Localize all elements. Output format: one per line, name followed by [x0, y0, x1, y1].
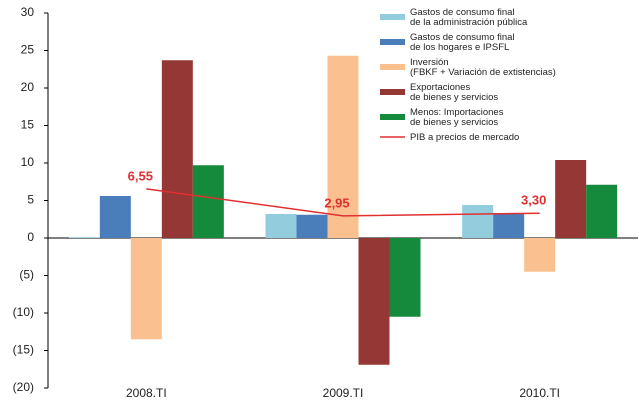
y-tick-label: 15 [21, 118, 35, 132]
x-tick-label: 2010.TI [519, 386, 560, 400]
legend-label: Exportaciones de bienes y servicios [410, 82, 498, 103]
bar [358, 238, 390, 365]
legend-label: Menos: Importaciones de bienes y servicio… [410, 107, 504, 128]
y-tick-label: 0 [27, 230, 34, 244]
bar [68, 237, 100, 238]
legend-label: Gastos de consumo final de la administrac… [410, 7, 528, 28]
bar [586, 184, 618, 238]
line [146, 188, 540, 217]
y-tick-label: 20 [21, 80, 35, 94]
data-label: 2,95 [324, 195, 349, 210]
y-tick-label: 25 [21, 43, 35, 57]
data-label: 6,55 [128, 168, 153, 183]
bar [493, 213, 525, 238]
bar [99, 196, 131, 238]
legend-swatch [380, 64, 405, 70]
bar [389, 238, 421, 317]
y-tick-label: (10) [13, 305, 34, 319]
legend-swatch [380, 39, 405, 45]
y-tick-label: (15) [13, 343, 34, 357]
data-label: 3,30 [521, 193, 546, 208]
legend-swatch [380, 114, 405, 120]
bar [462, 205, 494, 238]
legend-label: PIB a precios de mercado [410, 132, 519, 143]
bar [327, 55, 359, 238]
y-tick-label: 10 [21, 155, 35, 169]
y-tick-label: (5) [19, 268, 34, 282]
legend-swatch [380, 89, 405, 95]
bar [130, 238, 162, 340]
bar [524, 238, 556, 272]
y-tick-label: 5 [27, 193, 34, 207]
bar [555, 160, 587, 238]
legend-label: Inversión (FBKF + Variación de extistenci… [410, 57, 556, 78]
bar [296, 214, 328, 238]
x-tick-label: 2009.TI [323, 386, 364, 400]
y-tick-label: (20) [13, 380, 34, 394]
legend-label: Gastos de consumo final de los hogares e … [410, 32, 515, 53]
bar [161, 60, 193, 238]
legend-swatch [380, 14, 405, 20]
bar [192, 165, 224, 238]
x-tick-label: 2008.TI [126, 386, 167, 400]
y-tick-label: 30 [21, 5, 35, 19]
bar [265, 214, 297, 238]
